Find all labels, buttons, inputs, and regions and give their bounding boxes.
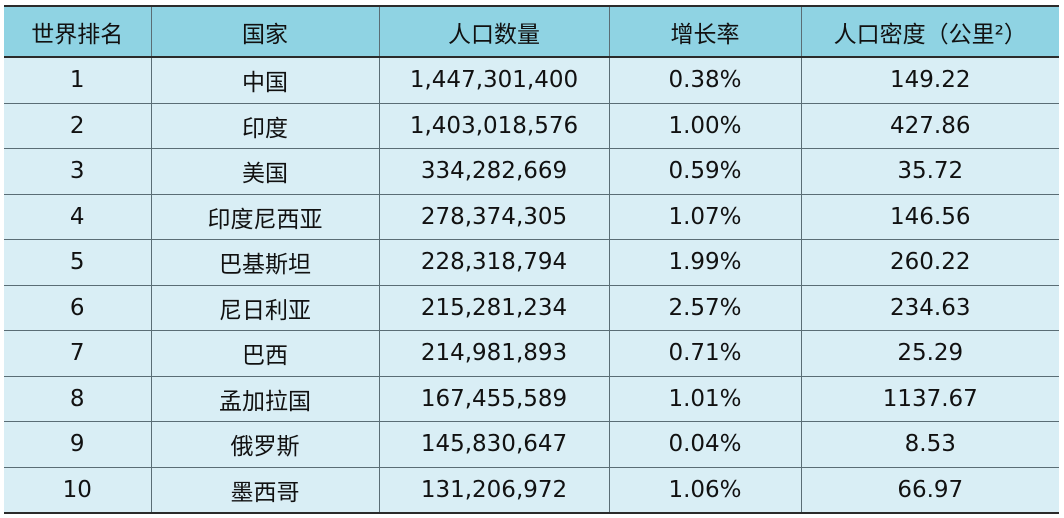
header-density: 人口密度（公里²）	[801, 7, 1059, 58]
cell-density: 234.63	[801, 285, 1059, 332]
table-row: 5 巴基斯坦 228,318,794 1.99% 260.22	[4, 239, 1059, 286]
table-row: 10 墨西哥 131,206,972 1.06% 66.97	[4, 467, 1059, 512]
cell-density: 149.22	[801, 57, 1059, 104]
cell-rank: 9	[4, 421, 152, 468]
cell-country: 美国	[151, 148, 380, 195]
cell-growth-rate: 0.38%	[609, 57, 802, 104]
table-row: 6 尼日利亚 215,281,234 2.57% 234.63	[4, 285, 1059, 332]
cell-density: 427.86	[801, 103, 1059, 150]
cell-population: 145,830,647	[379, 421, 610, 468]
cell-rank: 6	[4, 285, 152, 332]
header-growth-rate: 增长率	[609, 7, 802, 58]
table-row: 8 孟加拉国 167,455,589 1.01% 1137.67	[4, 376, 1059, 423]
cell-population: 215,281,234	[379, 285, 610, 332]
cell-rank: 7	[4, 330, 152, 377]
cell-population: 228,318,794	[379, 239, 610, 286]
cell-population: 1,447,301,400	[379, 57, 610, 104]
table-row: 4 印度尼西亚 278,374,305 1.07% 146.56	[4, 194, 1059, 241]
cell-population: 278,374,305	[379, 194, 610, 241]
cell-population: 131,206,972	[379, 467, 610, 512]
cell-density: 1137.67	[801, 376, 1059, 423]
table-row: 7 巴西 214,981,893 0.71% 25.29	[4, 330, 1059, 377]
cell-density: 8.53	[801, 421, 1059, 468]
header-population: 人口数量	[379, 7, 610, 58]
cell-rank: 1	[4, 57, 152, 104]
cell-density: 66.97	[801, 467, 1059, 512]
cell-country: 印度尼西亚	[151, 194, 380, 241]
table-row: 9 俄罗斯 145,830,647 0.04% 8.53	[4, 421, 1059, 468]
cell-rank: 2	[4, 103, 152, 150]
table-body: 1 中国 1,447,301,400 0.38% 149.22 2 印度 1,403,018,…	[4, 57, 1059, 512]
cell-population: 334,282,669	[379, 148, 610, 195]
table-row: 2 印度 1,403,018,576 1.00% 427.86	[4, 103, 1059, 150]
header-country: 国家	[151, 7, 380, 58]
cell-growth-rate: 2.57%	[609, 285, 802, 332]
table-row: 1 中国 1,447,301,400 0.38% 149.22	[4, 57, 1059, 104]
cell-country: 尼日利亚	[151, 285, 380, 332]
cell-growth-rate: 1.06%	[609, 467, 802, 512]
cell-growth-rate: 1.99%	[609, 239, 802, 286]
cell-rank: 8	[4, 376, 152, 423]
cell-growth-rate: 1.00%	[609, 103, 802, 150]
cell-population: 214,981,893	[379, 330, 610, 377]
cell-growth-rate: 1.07%	[609, 194, 802, 241]
cell-rank: 3	[4, 148, 152, 195]
cell-density: 25.29	[801, 330, 1059, 377]
cell-country: 中国	[151, 57, 380, 104]
population-table-container: 世界排名 国家 人口数量 增长率 人口密度（公里²） 1 中国 1,447,301,400 0…	[4, 5, 1059, 514]
cell-density: 260.22	[801, 239, 1059, 286]
cell-growth-rate: 1.01%	[609, 376, 802, 423]
header-rank: 世界排名	[4, 7, 152, 58]
cell-country: 巴西	[151, 330, 380, 377]
cell-density: 146.56	[801, 194, 1059, 241]
population-table: 世界排名 国家 人口数量 增长率 人口密度（公里²） 1 中国 1,447,301,400 0…	[4, 7, 1059, 512]
cell-density: 35.72	[801, 148, 1059, 195]
cell-country: 俄罗斯	[151, 421, 380, 468]
cell-rank: 4	[4, 194, 152, 241]
header-row: 世界排名 国家 人口数量 增长率 人口密度（公里²）	[4, 7, 1059, 58]
cell-population: 167,455,589	[379, 376, 610, 423]
cell-growth-rate: 0.04%	[609, 421, 802, 468]
cell-country: 巴基斯坦	[151, 239, 380, 286]
cell-growth-rate: 0.59%	[609, 148, 802, 195]
cell-country: 孟加拉国	[151, 376, 380, 423]
cell-rank: 5	[4, 239, 152, 286]
cell-population: 1,403,018,576	[379, 103, 610, 150]
table-header: 世界排名 国家 人口数量 增长率 人口密度（公里²）	[4, 7, 1059, 58]
cell-country: 墨西哥	[151, 467, 380, 512]
table-row: 3 美国 334,282,669 0.59% 35.72	[4, 148, 1059, 195]
cell-rank: 10	[4, 467, 152, 512]
cell-growth-rate: 0.71%	[609, 330, 802, 377]
cell-country: 印度	[151, 103, 380, 150]
